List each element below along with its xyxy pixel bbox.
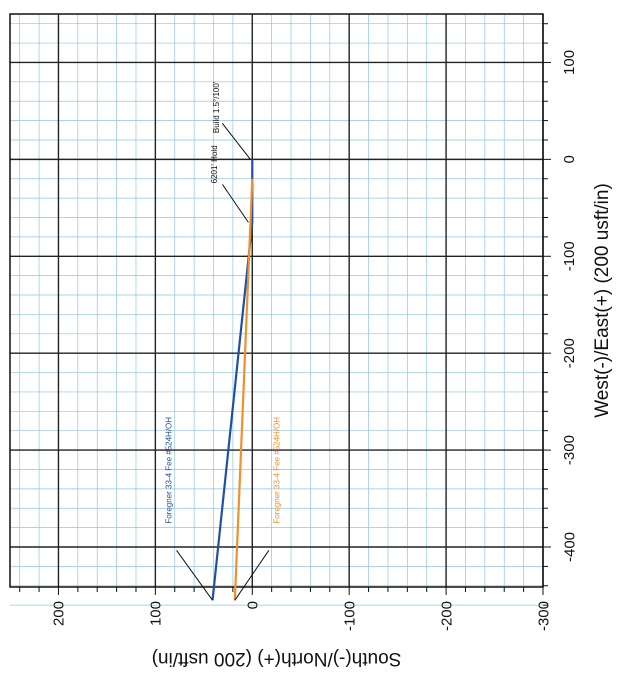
y-tick-label: -400: [561, 532, 578, 562]
series-layer: Foregner 33-4 Fee #524H/OH Foregner 33-4 …: [164, 159, 282, 601]
series-line-1: [233, 178, 254, 601]
series-leader-line-1: [234, 550, 270, 601]
y-axis-label: West(-)/East(+) (200 usft/in): [592, 183, 613, 418]
plot-frame: [9, 13, 544, 588]
x-tick-label: -100: [341, 601, 358, 631]
y-tick-label: -300: [561, 435, 578, 465]
y-tick-labels: 100 0 -100 -200 -300 -400: [561, 50, 578, 562]
annotation-leader-1: [221, 184, 249, 223]
x-tick-label: -300: [535, 601, 552, 631]
annotation-leader-0: [221, 123, 251, 160]
annotation-layer: Build 1.5°/100' 6201' Hold: [210, 81, 251, 223]
annotation-label-1: 6201' Hold: [210, 145, 219, 183]
axis-ticks: [19, 23, 551, 606]
x-tick-labels: 200 100 0 -100 -200 -300: [51, 601, 553, 631]
y-tick-label: 0: [561, 155, 578, 163]
y-tick-label: -200: [561, 338, 578, 368]
x-axis-label: South(-)/North(+) (200 usft/in): [152, 648, 402, 669]
x-tick-label: -200: [438, 601, 455, 631]
series-leader-line-0: [176, 550, 213, 601]
minor-grid: [10, 14, 543, 606]
x-tick-label: 0: [245, 601, 262, 609]
y-tick-label: 100: [561, 50, 578, 75]
y-tick-label: -100: [561, 241, 578, 271]
annotation-label-0: Build 1.5°/100': [212, 81, 221, 133]
series-label-0: Foregner 33-4 Fee #524H/OH: [164, 417, 173, 524]
series-label-1: Foregner 33-4 Fee #524H/OH: [273, 417, 282, 524]
x-tick-label: 100: [148, 601, 165, 626]
x-tick-label: 200: [51, 601, 68, 626]
